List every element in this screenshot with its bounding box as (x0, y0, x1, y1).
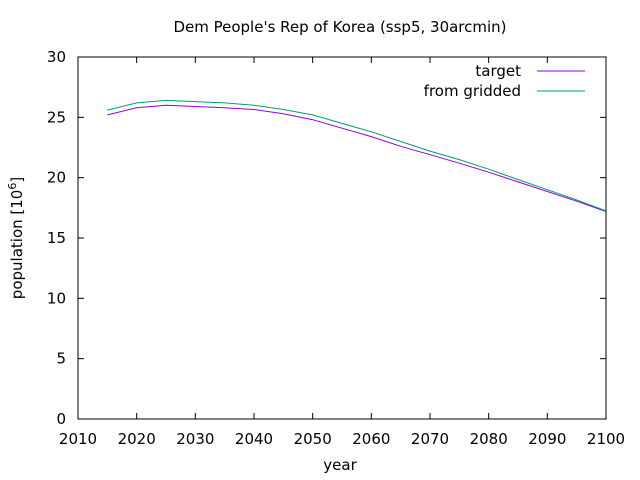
x-tick-label: 2070 (411, 430, 449, 448)
x-tick-label: 2060 (352, 430, 390, 448)
x-tick-label: 2020 (118, 430, 156, 448)
y-tick-label: 25 (47, 108, 66, 126)
x-axis-ticks: 2010 2020 2030 2040 2050 2060 2070 2080 2090 2100 (59, 57, 625, 448)
y-tick-label: 5 (56, 350, 66, 368)
y-tick-label: 30 (47, 48, 66, 66)
y-tick-label: 10 (47, 289, 66, 307)
x-tick-label: 2050 (294, 430, 332, 448)
x-tick-label: 2100 (587, 430, 625, 448)
y-axis-ticks: 0 5 10 15 20 25 30 (47, 48, 606, 428)
legend-label: target (475, 62, 521, 80)
x-tick-label: 2010 (59, 430, 97, 448)
y-axis-label-exponent: 6 (6, 183, 19, 190)
y-axis-label: population [106] (6, 177, 26, 299)
x-tick-label: 2080 (470, 430, 508, 448)
chart-title: Dem People's Rep of Korea (ssp5, 30arcmi… (173, 18, 506, 36)
y-axis-label-prefix: population [10 (8, 190, 26, 300)
y-tick-label: 0 (56, 410, 66, 428)
x-tick-label: 2030 (176, 430, 214, 448)
x-axis-label: year (323, 456, 357, 474)
plot-border (77, 56, 607, 420)
series-layer (107, 99, 607, 212)
y-tick-label: 20 (47, 169, 66, 187)
series-line-target (107, 104, 607, 212)
x-tick-label: 2090 (528, 430, 566, 448)
legend-label: from gridded (424, 82, 521, 100)
series-line-from-gridded (107, 99, 607, 212)
plot-frame (77, 56, 607, 420)
y-axis-label-suffix: ] (8, 177, 26, 183)
y-tick-label: 15 (47, 229, 66, 247)
legend: target from gridded (424, 62, 585, 100)
x-tick-label: 2040 (235, 430, 273, 448)
